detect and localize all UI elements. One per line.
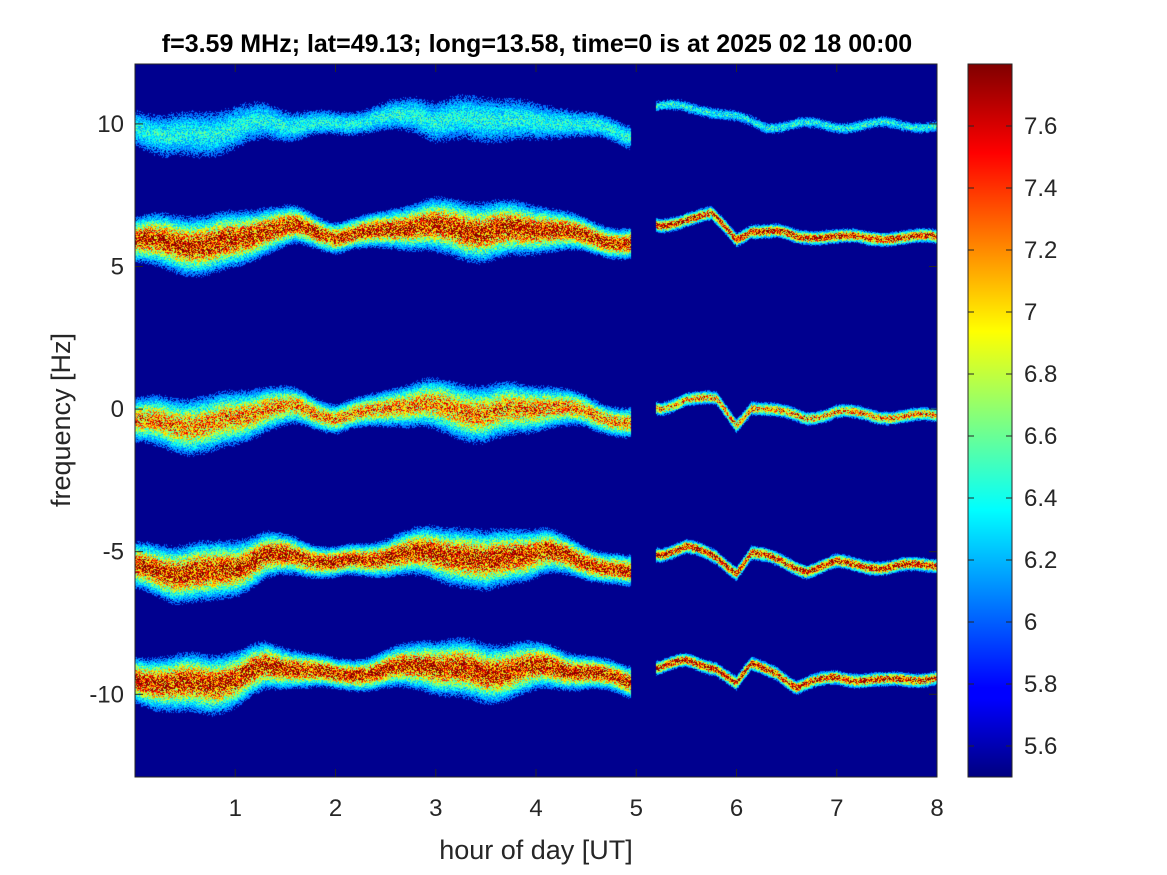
colorbar-tick-label: 7.6 (1024, 113, 1057, 140)
colorbar-frame (967, 63, 1013, 778)
x-axis-label: hour of day [UT] (439, 835, 633, 865)
colorbar-tick-label: 6.8 (1024, 361, 1057, 388)
colorbar-tick-label: 6 (1024, 609, 1037, 636)
colorbar-gradient (968, 64, 1012, 777)
colorbar-tick-label: 7.4 (1024, 175, 1057, 202)
x-tick-label: 4 (529, 795, 542, 822)
chart-title: f=3.59 MHz; lat=49.13; long=13.58, time=… (162, 30, 912, 58)
spectrogram-heatmap (135, 64, 937, 777)
y-tick-label: -10 (89, 681, 124, 708)
x-tick-label: 8 (930, 795, 943, 822)
y-axis-label: frequency [Hz] (46, 333, 76, 507)
y-tick-label: 10 (97, 111, 124, 138)
y-tick-label: -5 (103, 539, 124, 566)
x-tick-label: 6 (730, 795, 743, 822)
colorbar-tick-label: 6.4 (1024, 485, 1057, 512)
y-tick-label: 0 (111, 396, 124, 423)
colorbar-tick-label: 5.6 (1024, 733, 1057, 760)
colorbar-tick-label: 6.2 (1024, 547, 1057, 574)
colorbar: 5.6 5.8 6 6.2 6.4 6.6 6.8 7 7.2 7.4 7.6 (967, 63, 1057, 778)
plot-area (134, 63, 938, 778)
x-axis: 1 2 3 4 5 6 7 8 (229, 64, 944, 822)
x-tick-label: 3 (429, 795, 442, 822)
x-tick-label: 5 (630, 795, 643, 822)
colorbar-ticks: 5.6 5.8 6 6.2 6.4 6.6 6.8 7 7.2 7.4 7.6 (968, 113, 1057, 760)
colorbar-tick-label: 7 (1024, 299, 1037, 326)
colorbar-tick-label: 6.6 (1024, 423, 1057, 450)
x-tick-label: 7 (830, 795, 843, 822)
colorbar-tick-label: 7.2 (1024, 237, 1057, 264)
colorbar-tick-label: 5.8 (1024, 671, 1057, 698)
x-tick-label: 2 (329, 795, 342, 822)
y-tick-label: 5 (111, 253, 124, 280)
x-tick-label: 1 (229, 795, 242, 822)
y-axis: -10 -5 0 5 10 (89, 111, 937, 708)
